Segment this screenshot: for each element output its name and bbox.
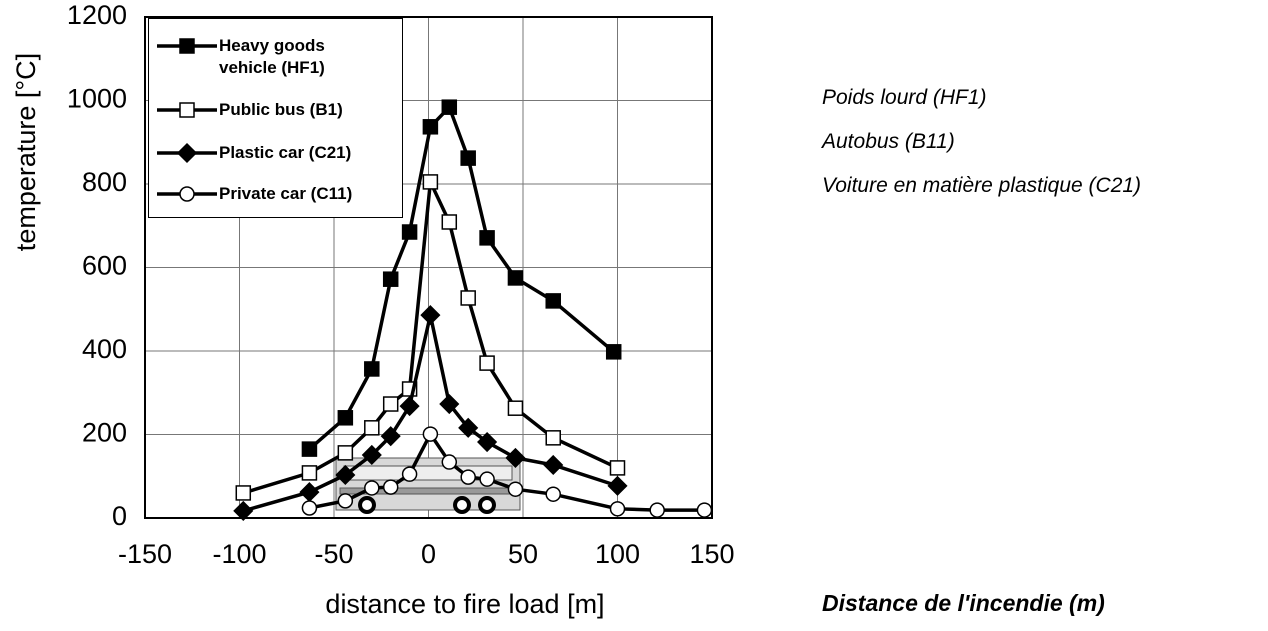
marker [479,471,495,487]
series-line [242,175,619,495]
marker [337,493,354,509]
x-tick-label: 100 [595,539,640,569]
marker [401,224,418,240]
marker [301,441,318,457]
marker [441,99,458,115]
y-tick-label: 400 [82,334,127,364]
x-tick-label: -50 [314,539,353,569]
vehicle-wheel [478,496,496,514]
marker [649,502,665,518]
y-tick-label: 200 [82,418,127,448]
legend-label: Heavy goods vehicle (HF1) [219,36,325,77]
marker [441,214,458,230]
marker [422,174,439,190]
plot-frame [144,16,713,519]
marker [505,447,526,468]
marker [607,475,628,496]
marker [458,417,479,438]
marker [609,460,626,476]
marker [401,466,418,482]
marker [299,482,320,503]
marker [399,396,420,417]
marker [301,465,318,481]
x-tick-label: -100 [212,539,266,569]
marker [176,142,198,164]
marker [479,355,495,371]
y-tick-label: 0 [112,501,127,531]
marker [479,230,495,246]
x-axis-label: distance to fire load [m] [325,589,604,619]
marker [441,454,458,470]
y-tick-label: 600 [82,251,127,281]
y-axis-label: temperature [°C] [11,53,41,251]
legend-symbol [157,102,217,118]
marker [696,502,713,518]
marker [507,481,524,497]
marker [507,400,524,416]
marker [337,445,354,461]
marker [364,420,380,436]
marker [301,500,318,516]
y-tick-label: 1200 [67,0,127,30]
marker [179,38,195,54]
y-tick-label: 1000 [67,84,127,114]
marker [422,426,439,442]
vehicle-wheel [358,496,376,514]
x-tick-label: 0 [421,539,436,569]
marker [545,486,561,502]
marker [335,464,356,486]
annotation: Poids lourd (HF1) [822,86,987,109]
legend-label: Public bus (B1) [219,100,343,119]
legend-symbol [157,186,217,202]
marker [543,454,564,476]
annotation: Distance de l'incendie (m) [822,590,1105,616]
marker [477,431,498,453]
marker [337,410,354,426]
marker [382,271,399,287]
marker [380,426,401,447]
marker [545,430,561,446]
marker [364,361,380,377]
marker [179,186,195,202]
annotation: Autobus (B11) [822,130,955,153]
x-tick-label: 50 [508,539,538,569]
marker [507,270,524,286]
marker [460,150,476,166]
marker [420,305,441,326]
marker [179,102,195,118]
legend-symbol [157,142,217,164]
marker [233,500,254,521]
marker [235,485,252,501]
marker [364,480,380,496]
marker [439,393,460,415]
marker [422,119,439,135]
marker [361,444,382,466]
y-tick-label: 800 [82,167,127,197]
marker [545,293,561,309]
annotation: Voiture en matière plastique (C21) [822,174,1142,197]
marker [382,396,399,412]
marker [382,479,399,495]
x-tick-label: -150 [118,539,172,569]
legend-symbol [157,38,217,54]
legend-label: Plastic car (C21) [219,143,352,162]
marker [460,469,476,485]
legend-label: Private car (C11) [219,184,353,203]
legend: Heavy goods vehicle (HF1) Public bus (B1)… [148,18,403,218]
x-tick-label: 150 [689,539,734,569]
marker [609,501,626,517]
vehicle-wheel [453,496,471,514]
marker [460,290,476,306]
marker [605,344,622,360]
